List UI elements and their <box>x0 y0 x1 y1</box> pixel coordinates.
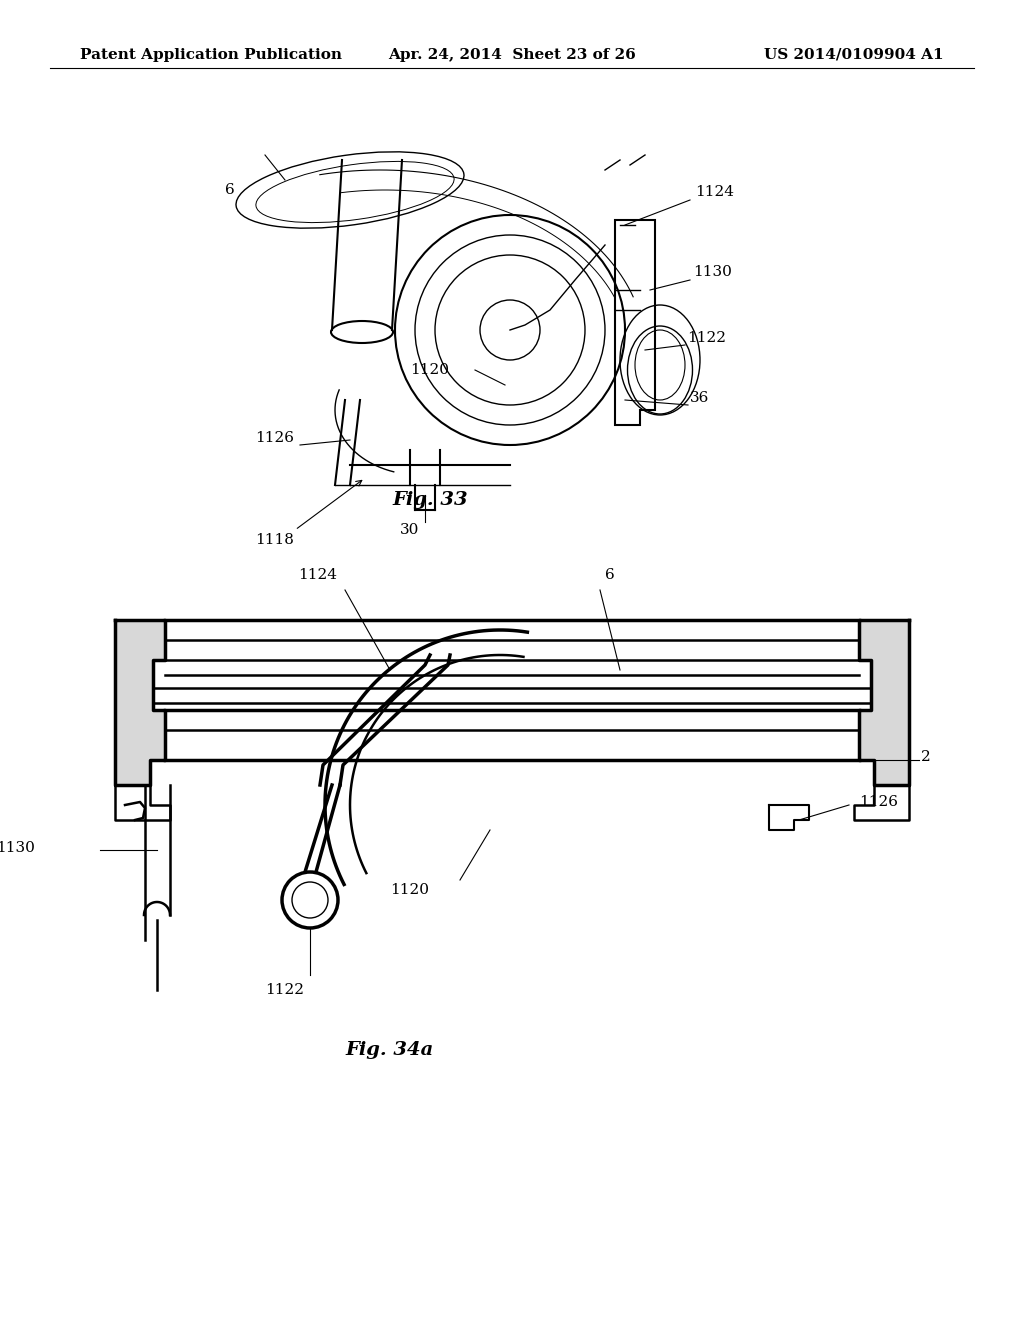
Text: 30: 30 <box>400 523 420 537</box>
Text: Fig. 33: Fig. 33 <box>392 491 468 510</box>
Text: 1126: 1126 <box>859 795 898 809</box>
Text: 1124: 1124 <box>299 568 338 582</box>
Text: 6: 6 <box>605 568 614 582</box>
Text: Apr. 24, 2014  Sheet 23 of 26: Apr. 24, 2014 Sheet 23 of 26 <box>388 48 636 62</box>
Text: 36: 36 <box>690 391 710 405</box>
Text: 1130: 1130 <box>0 841 35 855</box>
Text: 1130: 1130 <box>693 265 732 279</box>
Text: 1120: 1120 <box>390 883 429 898</box>
Text: US 2014/0109904 A1: US 2014/0109904 A1 <box>764 48 944 62</box>
Text: 2: 2 <box>921 750 931 764</box>
Text: 1120: 1120 <box>410 363 449 378</box>
Text: 1122: 1122 <box>687 331 726 345</box>
Polygon shape <box>115 620 165 785</box>
Text: 1126: 1126 <box>255 432 294 445</box>
Text: Patent Application Publication: Patent Application Publication <box>80 48 342 62</box>
Polygon shape <box>859 620 909 785</box>
Text: 1122: 1122 <box>265 983 304 997</box>
Text: 1124: 1124 <box>695 185 734 199</box>
Text: 6: 6 <box>225 183 234 197</box>
Text: Fig. 34a: Fig. 34a <box>346 1041 434 1059</box>
Text: 1118: 1118 <box>255 533 294 546</box>
